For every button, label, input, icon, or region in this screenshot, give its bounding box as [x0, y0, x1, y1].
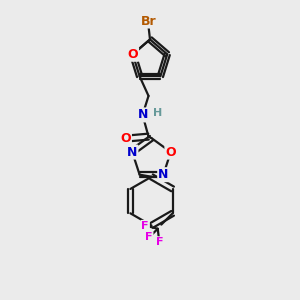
Text: F: F	[156, 237, 164, 247]
Text: O: O	[165, 146, 176, 159]
Text: Br: Br	[141, 14, 156, 28]
Text: F: F	[145, 232, 153, 242]
Text: N: N	[137, 108, 148, 122]
Text: N: N	[158, 168, 169, 181]
Text: O: O	[128, 48, 138, 61]
Text: H: H	[153, 108, 163, 118]
Text: O: O	[120, 132, 131, 145]
Text: N: N	[127, 146, 137, 159]
Text: F: F	[142, 221, 149, 231]
